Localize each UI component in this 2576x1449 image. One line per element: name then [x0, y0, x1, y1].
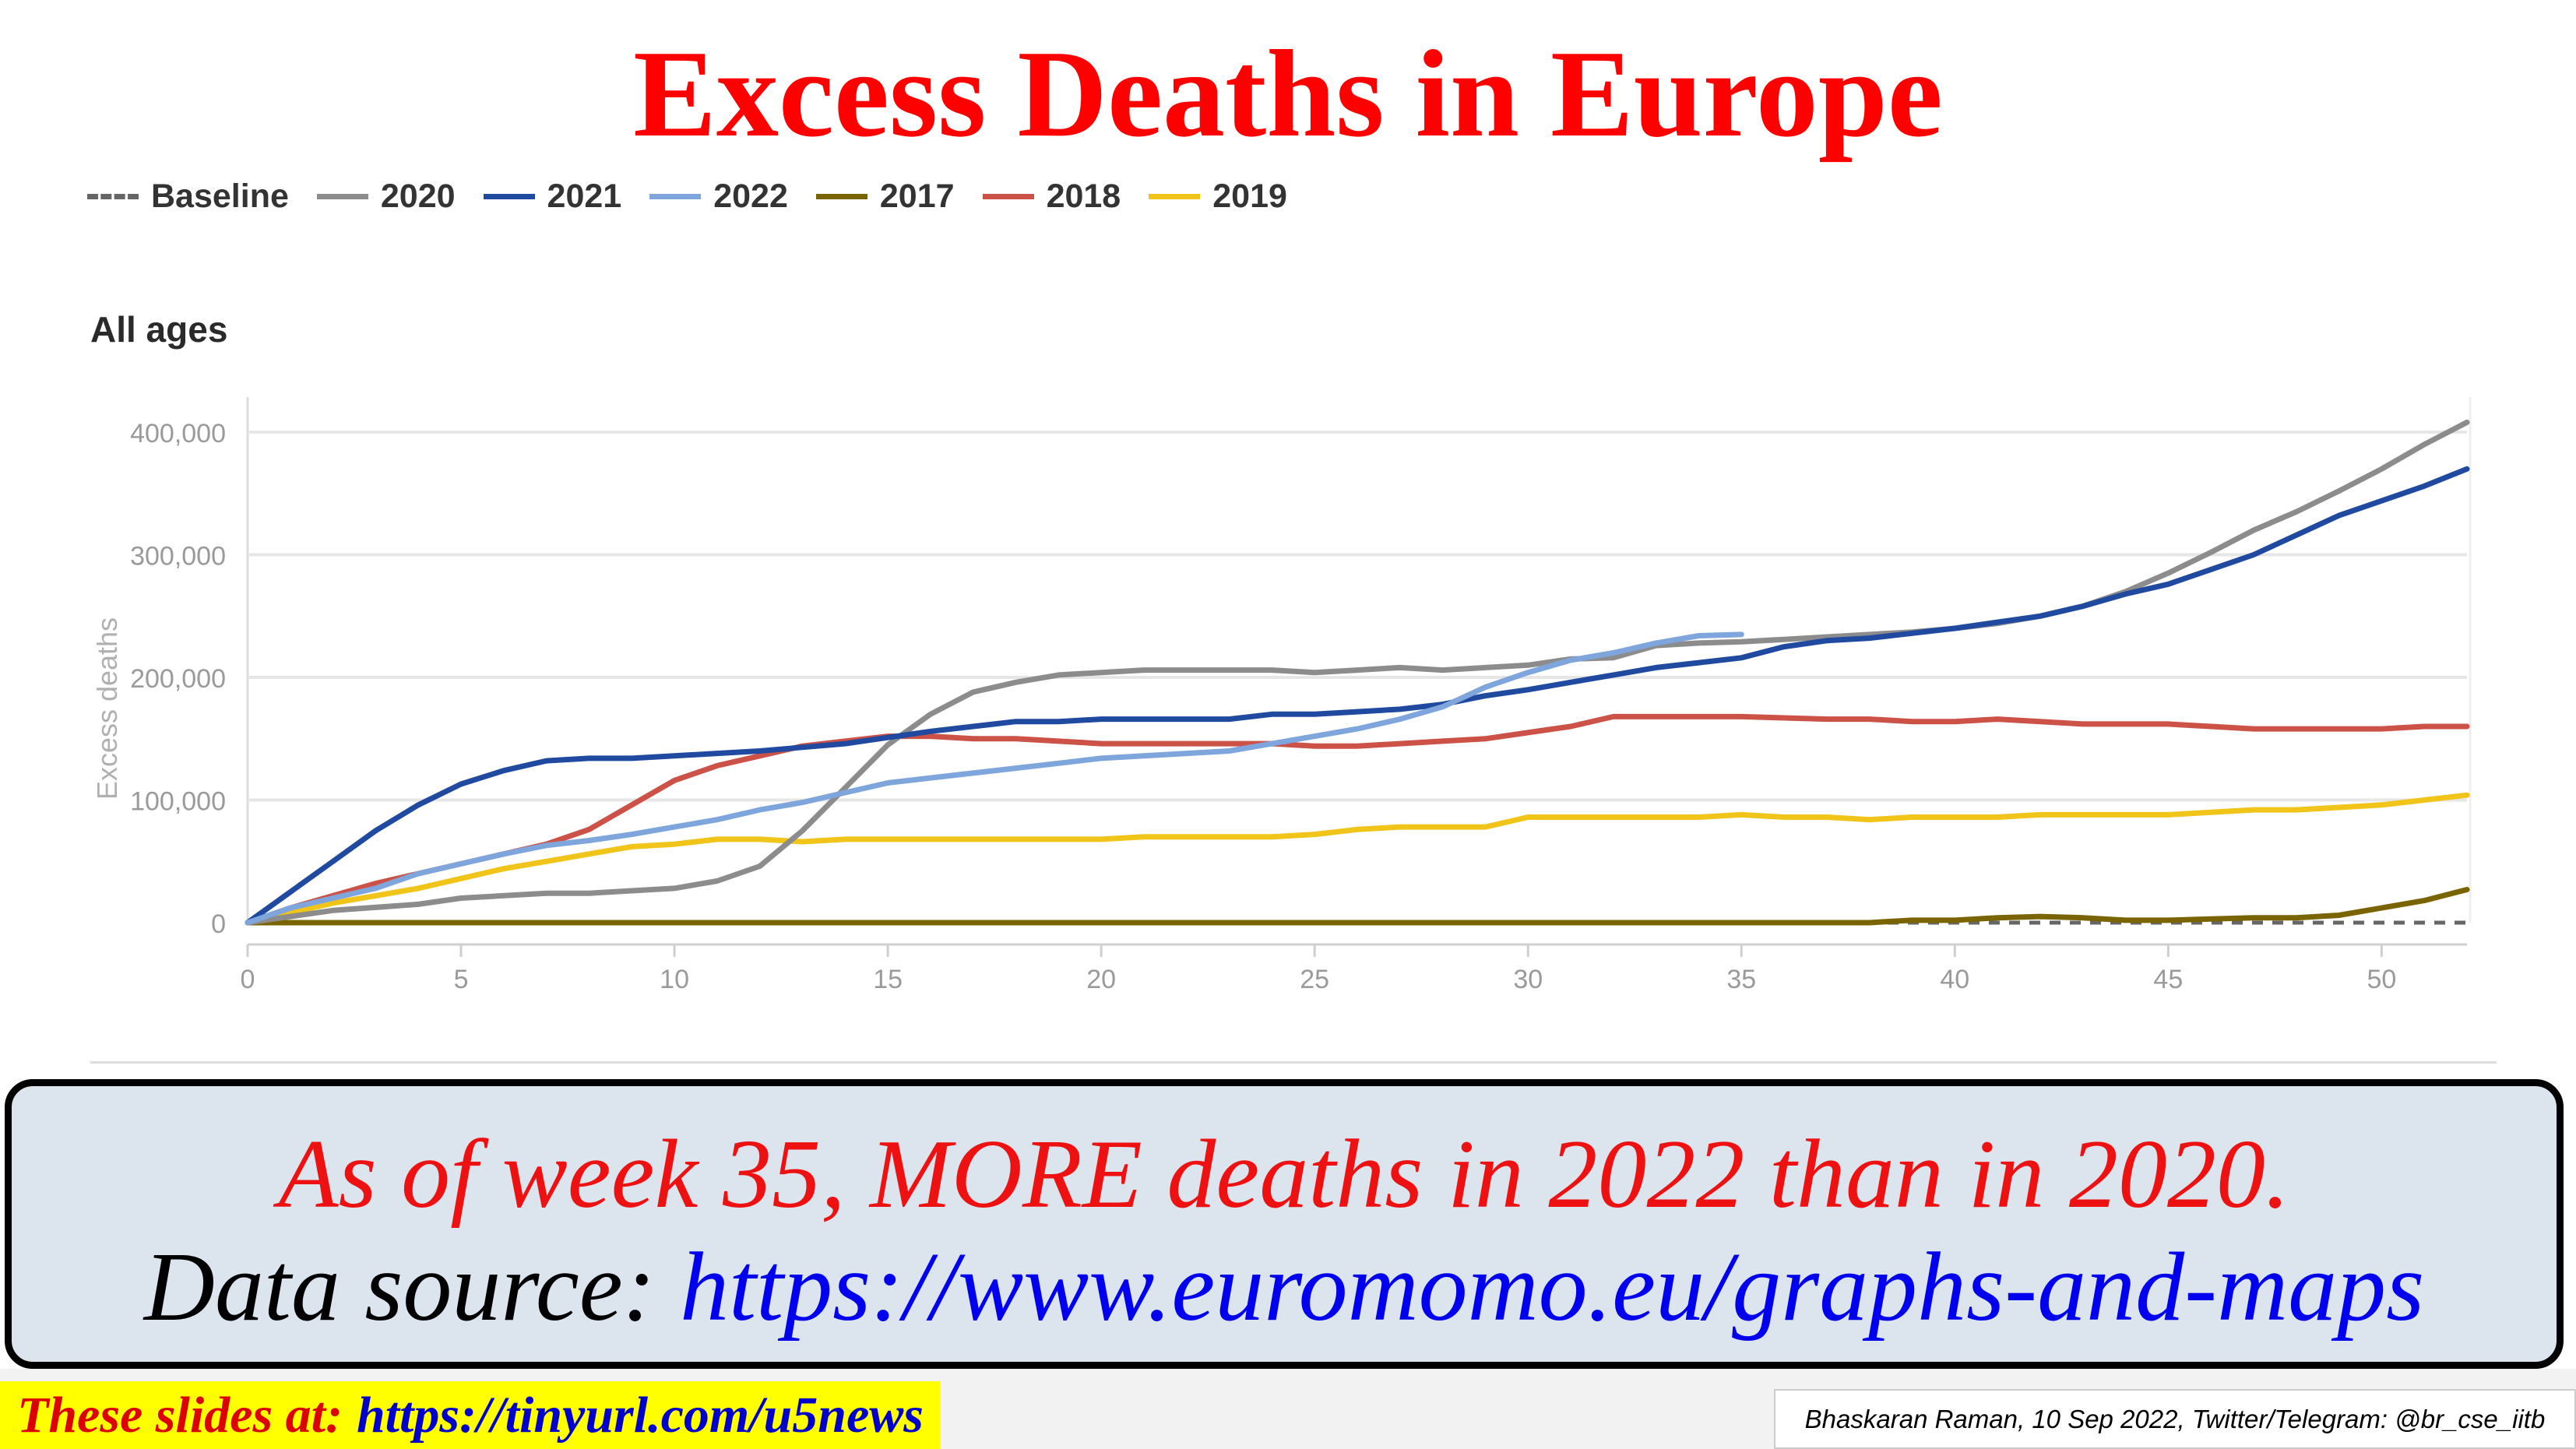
page-title: Excess Deaths in Europe [633, 24, 1943, 163]
x-tick-label: 50 [2367, 965, 2396, 994]
slides-link[interactable]: https://tinyurl.com/u5news [356, 1386, 924, 1444]
y-tick-label: 0 [211, 909, 226, 939]
legend-item-baseline[interactable]: Baseline [87, 178, 289, 216]
slides-link-banner: These slides at: https://tinyurl.com/u5n… [0, 1381, 941, 1449]
x-tick-label: 30 [1513, 965, 1543, 994]
author-credit: Bhaskaran Raman, 10 Sep 2022, Twitter/Te… [1774, 1389, 2576, 1449]
legend-item-2019[interactable]: 2019 [1149, 178, 1287, 216]
data-source-link[interactable]: https://www.euromomo.eu/graphs-and-maps [680, 1233, 2425, 1342]
y-axis-title: Excess deaths [91, 617, 123, 800]
x-tick-label: 15 [873, 965, 903, 994]
legend-item-2018[interactable]: 2018 [982, 177, 1121, 216]
legend-item-2020[interactable]: 2020 [316, 177, 456, 216]
legend-label: 2020 [380, 177, 456, 215]
legend-swatch [87, 193, 139, 199]
series-line-2021 [245, 466, 2470, 926]
data-source-label: Data source: [143, 1233, 656, 1342]
x-tick-label: 45 [2153, 965, 2183, 994]
chart-subtitle: All ages [90, 309, 228, 350]
callout-box: As of week 35, MORE deaths in 2022 than … [5, 1079, 2564, 1369]
x-tick-label: 25 [1300, 965, 1329, 994]
series-line-2017 [245, 887, 2470, 926]
legend-swatch [483, 193, 535, 199]
series-line-2022 [245, 631, 1744, 926]
legend-label: 2018 [1046, 177, 1121, 215]
x-tick-label: 40 [1940, 965, 1969, 994]
y-tick-label: 400,000 [130, 419, 226, 448]
series-line-2018 [245, 713, 2470, 926]
y-tick-label: 200,000 [130, 664, 226, 694]
x-tick-label: 20 [1086, 965, 1116, 994]
legend-swatch [1149, 193, 1201, 199]
x-tick-label: 5 [454, 965, 469, 994]
legend-item-2022[interactable]: 2022 [649, 178, 788, 216]
legend-label: 2022 [713, 177, 788, 215]
y-tick-label: 100,000 [130, 787, 226, 817]
bottom-divider [90, 1061, 2497, 1064]
series-line-2020 [245, 419, 2470, 926]
y-tick-label: 300,000 [130, 542, 226, 572]
legend-label: 2017 [879, 177, 955, 215]
data-source-line: Data source: https://www.euromomo.eu/gra… [12, 1229, 2557, 1346]
legend-item-2021[interactable]: 2021 [483, 177, 622, 216]
legend-label: 2019 [1212, 177, 1287, 215]
excess-deaths-chart: 0 100,000 200,000 300,000 400,000 0 5 10 15 20 25 3… [91, 397, 2472, 994]
legend-swatch [815, 193, 867, 199]
callout-headline: As of week 35, MORE deaths in 2022 than … [278, 1120, 2290, 1229]
x-tick-label: 35 [1726, 965, 1756, 994]
legend-swatch [982, 193, 1034, 199]
x-tick-label: 10 [660, 965, 689, 994]
chart-legend: Baseline 2020 2021 2022 2017 2018 2019 [87, 173, 1315, 220]
legend-item-2017[interactable]: 2017 [815, 177, 955, 216]
slides-label: These slides at: [17, 1386, 343, 1444]
legend-label: 2021 [547, 177, 622, 215]
legend-swatch [316, 193, 368, 199]
legend-label: Baseline [151, 177, 289, 215]
series-line-2019 [245, 792, 2470, 926]
legend-swatch [649, 193, 702, 199]
x-tick-label: 0 [241, 965, 255, 994]
